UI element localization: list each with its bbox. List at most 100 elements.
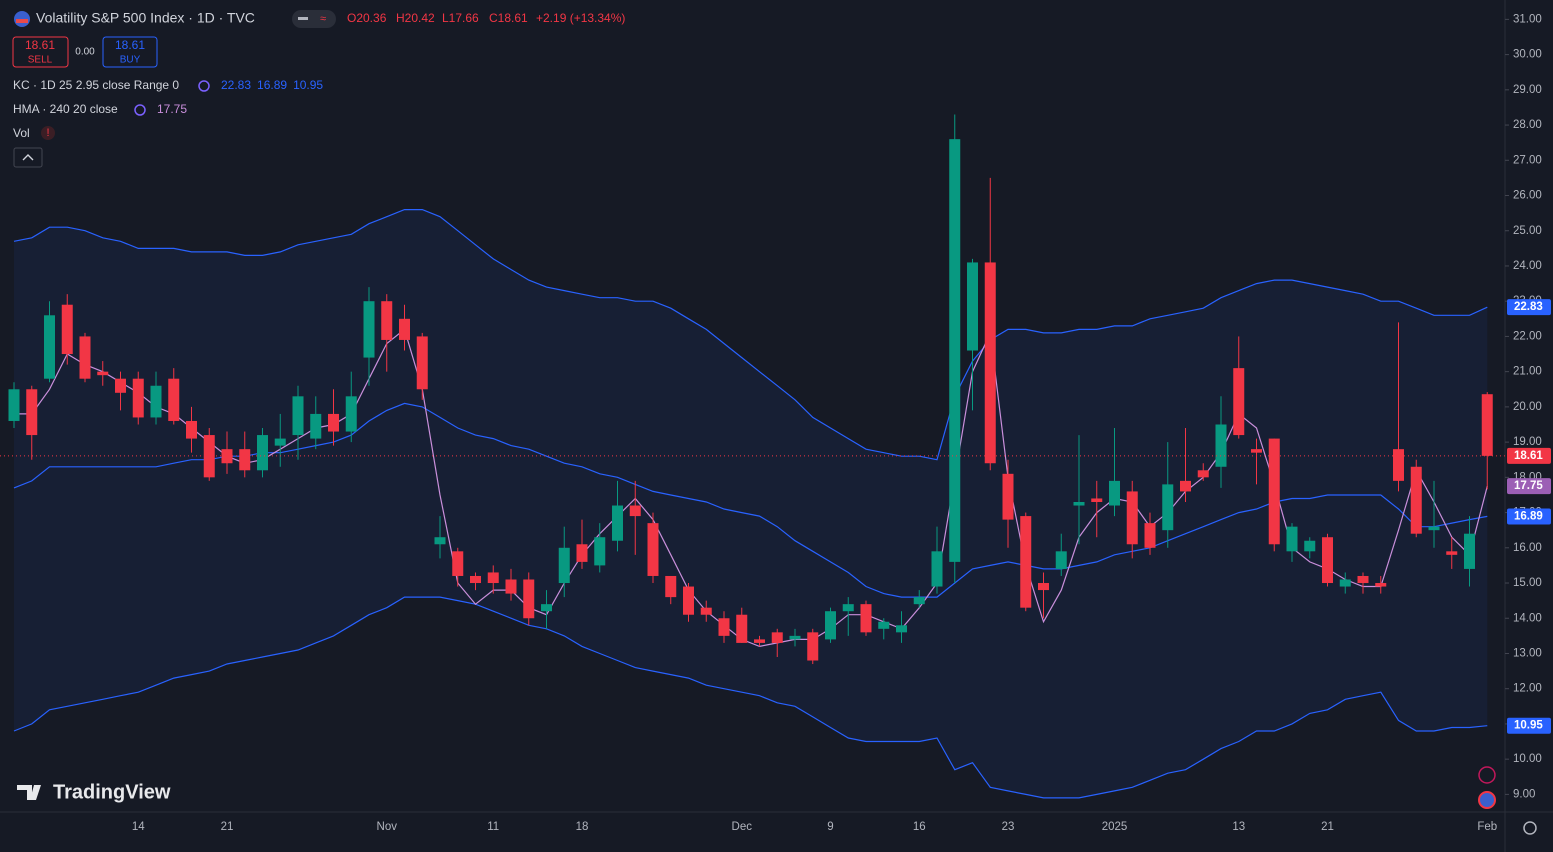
ohlc-low: L17.66 — [442, 11, 479, 25]
y-tick-label: 22.00 — [1513, 330, 1542, 342]
toggle-icon — [298, 17, 308, 20]
candle-body — [523, 579, 535, 619]
candle-body — [754, 639, 765, 643]
loading-icon — [198, 80, 210, 92]
y-tick-label: 20.00 — [1513, 401, 1542, 413]
candle-body — [949, 139, 961, 562]
candle-body — [1393, 449, 1404, 481]
candle-body — [1020, 516, 1032, 608]
sell-price: 18.61 — [25, 38, 55, 52]
kc-value: 22.83 — [221, 78, 251, 92]
price-badge — [1507, 717, 1551, 734]
candle-body — [718, 618, 730, 636]
candle-body — [203, 435, 215, 478]
buy-label: BUY — [120, 55, 141, 66]
candle-body — [1357, 575, 1369, 584]
sell-button[interactable] — [12, 36, 69, 68]
candle-body — [984, 262, 996, 464]
kc-values: 22.83 16.89 10.95 — [221, 78, 323, 92]
candle-body — [629, 505, 641, 517]
event-icon[interactable] — [1478, 791, 1496, 809]
candle-body — [399, 318, 410, 340]
y-tick-label: 10.00 — [1513, 753, 1542, 765]
spread: 0.00 — [75, 47, 95, 58]
candle-body — [1002, 473, 1014, 520]
loading-icon — [134, 104, 146, 116]
ohlc-close: C18.61 — [489, 11, 528, 25]
candle-body — [1304, 540, 1316, 552]
candle-body — [1197, 470, 1209, 478]
y-tick-label: 29.00 — [1513, 84, 1542, 96]
y-tick-label: 15.00 — [1513, 577, 1542, 589]
candle-body — [683, 586, 694, 615]
symbol-title[interactable]: Volatility S&P 500 Index · 1D · TVC — [36, 10, 255, 26]
price-badge — [1507, 447, 1551, 464]
x-tick-label: 23 — [1002, 821, 1015, 833]
candle-body — [736, 614, 748, 643]
candle-body — [292, 396, 304, 436]
candle-body — [26, 389, 38, 436]
y-tick-label: 24.00 — [1513, 260, 1542, 272]
buy-button[interactable] — [102, 36, 158, 68]
candle-body — [771, 632, 783, 643]
collapse-icon — [22, 154, 34, 161]
candle-body — [1428, 526, 1440, 531]
y-tick-label: 9.00 — [1513, 788, 1535, 800]
ohlc-high: H20.42 — [396, 11, 435, 25]
candle-body — [221, 449, 233, 464]
candle-body — [1339, 579, 1351, 587]
candle-body — [44, 315, 55, 379]
candle-body — [913, 597, 925, 605]
logo-icon — [17, 785, 41, 800]
y-tick-label: 13.00 — [1513, 648, 1542, 660]
candle-body — [416, 336, 428, 390]
candle-body — [789, 635, 801, 640]
hma-label[interactable]: HMA · 240 20 close — [13, 102, 118, 116]
warning-icon[interactable] — [41, 126, 55, 140]
y-tick-label: 26.00 — [1513, 190, 1542, 202]
x-tick-label: 11 — [487, 821, 499, 833]
price-badge-label: 17.75 — [1514, 480, 1543, 492]
candle-body — [558, 547, 570, 584]
y-tick-label: 16.00 — [1513, 542, 1542, 554]
kc-label[interactable]: KC · 1D 25 2.95 close Range 0 — [13, 78, 179, 92]
x-tick-label: 16 — [913, 821, 926, 833]
candle-body — [61, 304, 73, 355]
candle-body — [1464, 533, 1475, 569]
candle-body — [931, 551, 943, 587]
vol-label[interactable]: Vol — [13, 126, 30, 140]
candle-body — [665, 575, 677, 598]
price-badge — [1507, 299, 1551, 316]
y-tick-label: 25.00 — [1513, 225, 1542, 237]
y-tick-label: 31.00 — [1513, 13, 1542, 25]
toggle[interactable] — [292, 10, 336, 28]
candle-body — [363, 301, 375, 358]
candle-body — [825, 611, 836, 640]
candle-body — [1073, 501, 1085, 506]
candle-body — [274, 438, 286, 446]
x-tick-label: 9 — [827, 821, 833, 833]
symbol-icon-stripe — [16, 19, 28, 23]
candle-body — [1322, 537, 1333, 584]
settings-icon[interactable] — [1523, 821, 1537, 835]
candle-body — [1162, 484, 1174, 531]
candle-body — [381, 301, 393, 340]
candle-body — [700, 607, 712, 615]
candle-body — [239, 449, 251, 471]
collapse-button[interactable] — [13, 147, 43, 168]
candle-body — [505, 579, 517, 594]
kc-value: 16.89 — [257, 78, 287, 92]
candle-body — [1268, 438, 1280, 545]
candle-body — [807, 632, 819, 661]
y-tick-label: 12.00 — [1513, 683, 1542, 695]
candle-body — [132, 378, 144, 418]
price-badge-label: 16.89 — [1514, 510, 1543, 522]
candle-body — [97, 371, 109, 376]
alert-icon[interactable] — [1478, 766, 1496, 784]
y-tick-label: 14.00 — [1513, 612, 1542, 624]
candle-body — [1446, 551, 1458, 555]
y-tick-label: 27.00 — [1513, 154, 1542, 166]
x-tick-label: 21 — [221, 821, 234, 833]
y-tick-label: 19.00 — [1513, 436, 1542, 448]
candle-body — [115, 378, 126, 393]
